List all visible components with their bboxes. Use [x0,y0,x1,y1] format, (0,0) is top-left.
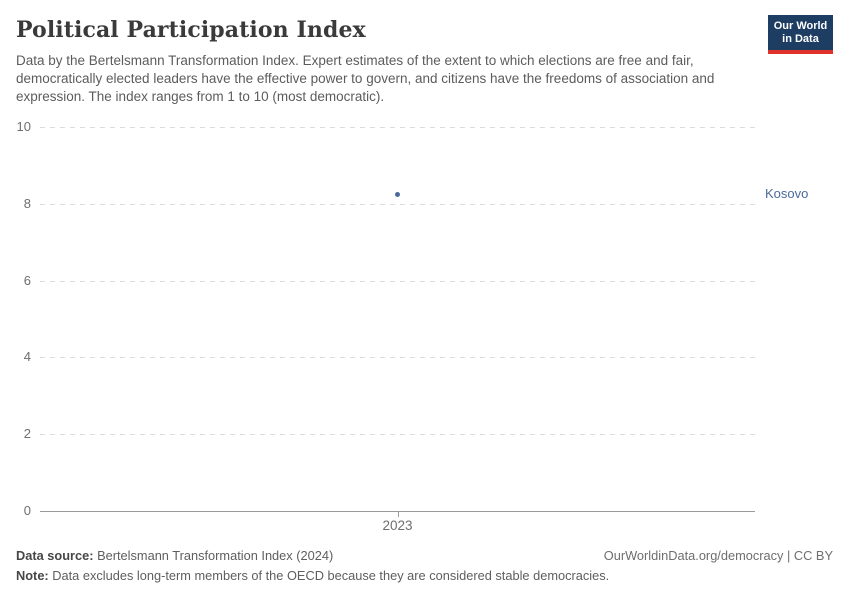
y-axis-tick-label: 2 [23,426,31,442]
owid-logo: Our World in Data [768,15,833,54]
x-axis-line [40,511,755,512]
data-source-value: Bertelsmann Transformation Index (2024) [93,548,334,563]
footer-source-row: Data source: Bertelsmann Transformation … [16,548,833,564]
gridline [40,127,755,128]
y-axis-tick-label: 6 [23,272,31,288]
chart-subtitle: Data by the Bertelsmann Transformation I… [16,53,715,104]
data-source-label: Data source: [16,548,94,563]
footer-note-row: Note: Data excludes long-term members of… [16,568,833,584]
data-source-text: Data source: Bertelsmann Transformation … [16,548,333,564]
owid-attribution-link[interactable]: OurWorldinData.org/democracy | CC BY [603,548,833,563]
data-point-kosovo[interactable] [395,191,400,197]
gridline [40,203,755,205]
owid-logo-line2: in Data [782,33,819,45]
page-title: Political Participation Index [16,17,366,43]
entity-label-kosovo[interactable]: Kosovo [765,186,809,202]
gridline [40,357,755,359]
owid-logo-line1: Our World [773,20,828,32]
gridline [40,434,755,436]
y-axis-tick-label: 10 [16,119,31,134]
gridline [40,280,755,282]
y-axis-tick-label: 4 [23,349,31,365]
x-axis-tick [397,512,399,517]
y-axis-tick-label: 0 [23,503,31,518]
note-value: Data excludes long-term members of the O… [48,568,610,583]
x-axis-tick-label: 2023 [382,518,413,533]
note-label: Note: [16,568,49,583]
y-axis-tick-label: 8 [23,195,31,211]
